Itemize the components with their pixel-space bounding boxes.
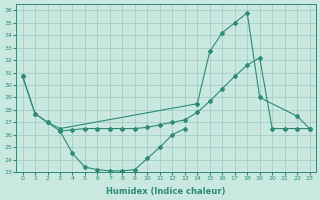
X-axis label: Humidex (Indice chaleur): Humidex (Indice chaleur) [106,187,226,196]
